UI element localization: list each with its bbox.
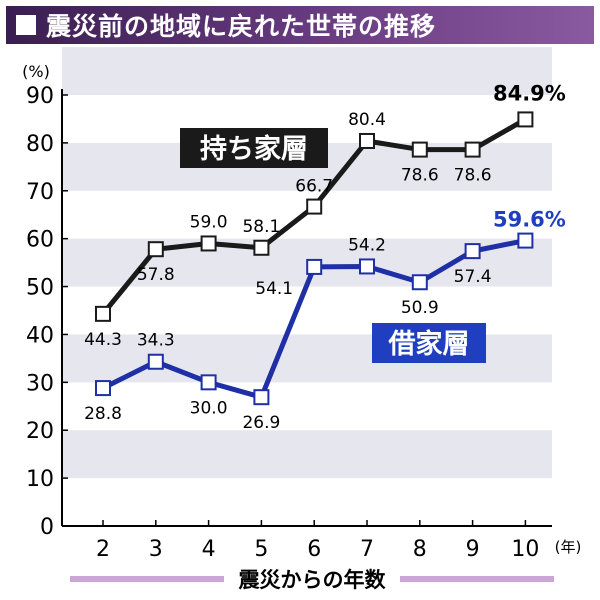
y-tick-label: 90 xyxy=(26,84,54,109)
x-tick-label: 5 xyxy=(254,537,268,562)
x-tick-label: 8 xyxy=(413,537,427,562)
y-tick-label: 0 xyxy=(40,515,54,540)
data-marker xyxy=(147,353,164,370)
data-label: 59.0 xyxy=(190,212,228,232)
data-marker xyxy=(147,241,164,258)
data-label: 78.6 xyxy=(401,166,439,186)
y-tick-label: 20 xyxy=(26,419,54,444)
data-label: 84.9% xyxy=(493,81,566,105)
data-marker xyxy=(359,132,375,149)
x-tick-label: 9 xyxy=(466,537,480,562)
data-label: 80.4 xyxy=(348,110,386,130)
data-label: 44.3 xyxy=(84,330,122,350)
data-label: 28.8 xyxy=(84,404,122,424)
y-tick-label: 60 xyxy=(26,228,54,253)
data-marker xyxy=(464,141,481,158)
grid-band xyxy=(62,430,552,479)
data-marker xyxy=(411,141,428,158)
data-marker xyxy=(95,380,111,397)
data-marker xyxy=(359,258,375,275)
x-axis-label: 震災からの年数 xyxy=(239,568,387,592)
y-unit-label: (%) xyxy=(22,62,50,81)
data-label: 78.6 xyxy=(454,166,492,186)
x-tick-label: 6 xyxy=(307,537,321,562)
data-label: 50.9 xyxy=(401,298,439,318)
data-marker xyxy=(253,239,270,256)
data-marker xyxy=(306,258,323,275)
series-name-label: 持ち家層 xyxy=(200,133,308,165)
y-tick-label: 50 xyxy=(26,276,54,301)
x-tick-label: 2 xyxy=(96,537,110,562)
x-tick-label: 10 xyxy=(511,537,539,562)
data-label: 58.1 xyxy=(242,217,280,237)
data-marker xyxy=(253,389,270,406)
data-label: 57.8 xyxy=(137,265,175,285)
y-tick-label: 30 xyxy=(26,371,54,396)
data-marker xyxy=(200,374,217,391)
series-name-box xyxy=(180,128,328,168)
x-label-bar-right xyxy=(400,576,554,582)
title-bar: 震災前の地域に戻れた世帯の推移 xyxy=(6,6,594,44)
y-tick-label: 80 xyxy=(26,132,54,157)
data-label: 59.6% xyxy=(493,208,566,232)
y-tick-label: 10 xyxy=(26,467,54,492)
data-labels: 44.3 57.8 59.0 58.1 66.7 80.4 78.6 78.6 84.9% 28.… xyxy=(84,81,566,433)
data-label: 57.4 xyxy=(454,267,492,287)
series-name-label: 借家層 xyxy=(388,328,470,360)
y-tick-label: 70 xyxy=(26,180,54,205)
axes xyxy=(61,89,552,527)
data-marker xyxy=(200,235,217,252)
data-label: 30.0 xyxy=(190,398,228,418)
x-tick-label: 3 xyxy=(149,537,163,562)
chart-title: 震災前の地域に戻れた世帯の推移 xyxy=(46,12,437,41)
y-tick-labels: 0 10 20 30 40 50 60 70 80 90 (%) xyxy=(22,62,68,540)
x-label-bar-left xyxy=(70,576,224,582)
x-tick-label: 7 xyxy=(360,537,374,562)
data-marker xyxy=(517,111,534,128)
y-tick-label: 40 xyxy=(26,323,54,348)
data-marker xyxy=(411,274,428,291)
title-square-icon xyxy=(16,15,36,35)
series-name-box xyxy=(372,323,486,363)
data-marker xyxy=(517,232,534,249)
x-axis-label-group: 震災からの年数 xyxy=(70,568,554,592)
data-label: 66.7 xyxy=(295,177,333,197)
data-label: 54.2 xyxy=(348,235,386,255)
series-markers xyxy=(95,111,534,406)
x-unit-label: (年) xyxy=(555,538,582,556)
x-tick-labels: 2 3 4 5 6 7 8 9 10 (年) xyxy=(96,520,581,562)
data-marker xyxy=(95,305,111,322)
x-tick-label: 4 xyxy=(202,537,216,562)
data-marker xyxy=(306,198,323,215)
grid-band xyxy=(62,47,552,95)
data-label: 26.9 xyxy=(242,413,280,433)
data-label: 34.3 xyxy=(137,331,175,351)
data-label: 54.1 xyxy=(255,279,293,299)
data-marker xyxy=(464,243,481,260)
